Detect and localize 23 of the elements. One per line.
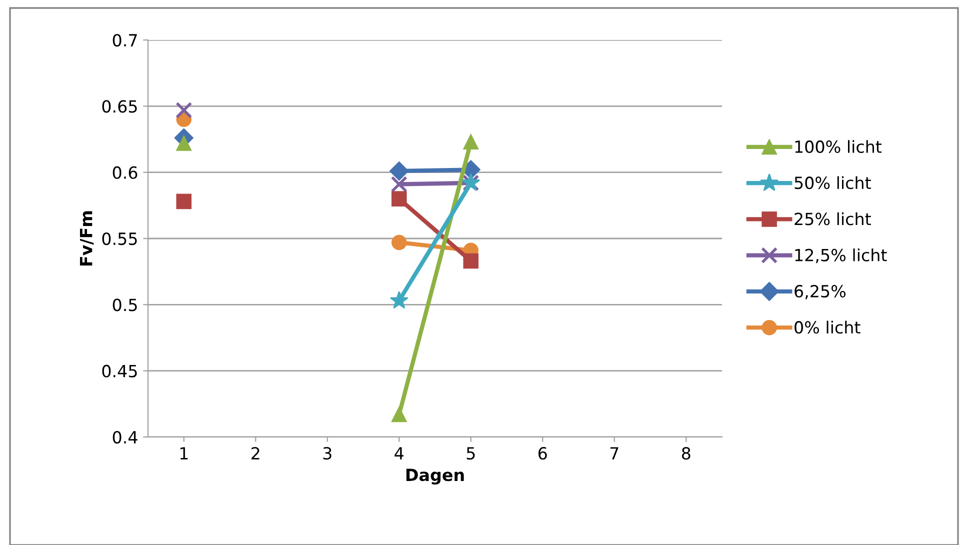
legend-label: 25% licht [794, 212, 871, 226]
legend-label: 12,5% licht [795, 248, 887, 264]
x-tick-label: 7 [610, 447, 618, 460]
y-tick-label: 0.5 [112, 298, 137, 312]
x-tick-label: 5 [466, 447, 475, 460]
legend-label: 6,25% [794, 284, 846, 300]
y-tick-label: 0.55 [102, 232, 137, 246]
legend-label: 100% licht [795, 140, 882, 154]
y-tick-label: 0.4 [112, 430, 138, 444]
x-tick-label: 6 [538, 447, 547, 460]
x-tick-label: 8 [682, 447, 690, 460]
legend-label: 0% licht [794, 320, 860, 334]
y-tick-label: 0.7 [112, 34, 137, 47]
y-tick-label: 0.45 [102, 364, 137, 378]
x-tick-label: 2 [252, 447, 260, 460]
x-tick-label: 1 [180, 447, 188, 460]
y-axis-title: Fv/Fm [80, 211, 94, 266]
x-axis-title: Dagen [406, 468, 464, 485]
x-tick-label: 4 [394, 447, 404, 460]
x-tick-label: 3 [323, 447, 332, 460]
legend-label: 50% licht [794, 176, 871, 190]
y-tick-label: 0.6 [112, 166, 138, 179]
y-tick-label: 0.65 [102, 100, 137, 113]
